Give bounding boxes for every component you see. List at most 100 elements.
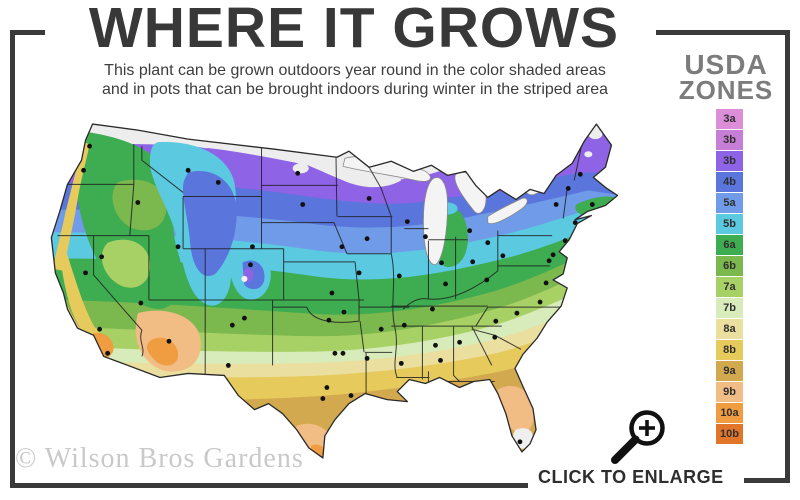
florida-peach [497, 385, 534, 434]
zone-chip-7b: 7b [716, 298, 743, 318]
city-dot [320, 396, 326, 401]
city-dot [105, 350, 111, 356]
city-dot [489, 407, 495, 413]
city-dot [87, 143, 92, 149]
city-dot [485, 240, 491, 246]
city-dot [364, 236, 370, 242]
city-dot [514, 310, 520, 316]
usa-hardiness-zone-map[interactable] [36, 112, 662, 474]
click-to-enlarge-label[interactable]: CLICK TO ENLARGE [538, 467, 724, 487]
city-dot [517, 439, 523, 445]
frame-top-left [10, 30, 45, 35]
city-dot [300, 202, 306, 207]
city-dot [135, 200, 141, 205]
zone-chip-10a: 10a [716, 403, 743, 423]
city-dot [433, 342, 438, 348]
subtitle-line-2: and in pots that can be brought indoors … [101, 81, 609, 98]
minnesota-white-wedge [274, 150, 402, 188]
city-dot [339, 244, 345, 250]
usa-map-svg [50, 123, 619, 459]
city-dot [401, 322, 407, 328]
zone-chip-3b: 3b [716, 130, 743, 150]
city-dot [366, 196, 372, 201]
city-dot [398, 360, 404, 366]
california-valley-yellow [59, 242, 110, 352]
zone-chip-10b: 10b [716, 424, 743, 444]
city-dot [332, 350, 338, 356]
city-dot [565, 186, 571, 191]
subtitle-line-1: This plant can be grown outdoors year ro… [104, 62, 606, 79]
city-dot [81, 167, 86, 173]
city-dot [225, 362, 231, 368]
city-dot [99, 254, 105, 260]
zone-chip-5a: 5a [716, 193, 743, 213]
zone-chip-5b: 5b [716, 214, 743, 234]
rockies-blue [182, 171, 237, 277]
watermark: © Wilson Bros Gardens [15, 443, 304, 474]
city-dot [543, 280, 549, 286]
city-dot [404, 219, 410, 225]
city-dot [439, 260, 444, 266]
page-subtitle: This plant can be grown outdoors year ro… [55, 61, 655, 99]
city-dot [546, 258, 552, 264]
frame-top-right [656, 30, 790, 35]
city-dot [295, 170, 301, 176]
city-dot [457, 339, 463, 345]
city-dot [378, 326, 384, 332]
city-dot [215, 179, 221, 185]
zone-chip-9b: 9b [716, 382, 743, 402]
maine-white-pocket-2 [584, 151, 593, 158]
city-dot [477, 415, 483, 421]
city-dot [470, 259, 476, 265]
city-dot [577, 171, 583, 177]
city-dot [185, 167, 191, 173]
city-dot [340, 350, 346, 356]
city-dot [423, 234, 428, 240]
city-dot [430, 306, 435, 312]
city-dot [492, 334, 498, 340]
zone-chip-6a: 6a [716, 235, 743, 255]
city-dot [166, 338, 172, 344]
city-dot [356, 270, 362, 276]
city-dot [248, 262, 253, 268]
oregon-idaho-patch [112, 179, 167, 231]
zone-chip-6b: 6b [716, 256, 743, 276]
usda-zones-heading: USDA ZONES [666, 49, 786, 105]
city-dot [348, 393, 354, 398]
new-england-coast-green [575, 196, 618, 216]
zone-chip-9a: 9a [716, 361, 743, 381]
page-title: WHERE IT GROWS [88, 0, 620, 60]
usda-heading-line1: USDA [684, 49, 768, 80]
city-dot [493, 318, 499, 324]
city-dot [329, 290, 335, 296]
city-dot [562, 238, 568, 244]
colorado-white-pocket [241, 275, 248, 282]
zone-chip-8b: 8b [716, 340, 743, 360]
city-dot [553, 202, 559, 207]
magnifier-plus-icon[interactable] [605, 405, 671, 469]
zone-chip-7a: 7a [716, 277, 743, 297]
city-dot [500, 253, 506, 259]
city-dot [175, 244, 181, 250]
lake-michigan [423, 177, 448, 266]
zone-chip-3a: 3a [716, 109, 743, 129]
city-dots [81, 143, 595, 445]
zone-chip-4b: 4b [716, 172, 743, 192]
zone-chip-3b: 3b [716, 151, 743, 171]
frame-bottom-right [744, 478, 790, 483]
city-dot [364, 355, 370, 361]
city-dot [467, 228, 473, 234]
city-dot [83, 270, 88, 276]
lake-erie [487, 197, 528, 224]
colorado-blue [242, 260, 265, 290]
city-dot [326, 317, 332, 323]
florida-white-tip [513, 428, 534, 449]
state-borders [57, 142, 583, 398]
city-dot [484, 277, 490, 283]
city-dot [396, 273, 402, 279]
city-dot [341, 309, 347, 315]
pacific-coast-yellow-strip [53, 142, 90, 271]
zone-legend: 3a 3b 3b 4b 5a 5b 6a 6b 7a 7b 8a 8b 9a 9b 10a 10b [716, 109, 744, 445]
usda-heading-line2: ZONES [678, 75, 774, 105]
city-dot [138, 300, 144, 306]
